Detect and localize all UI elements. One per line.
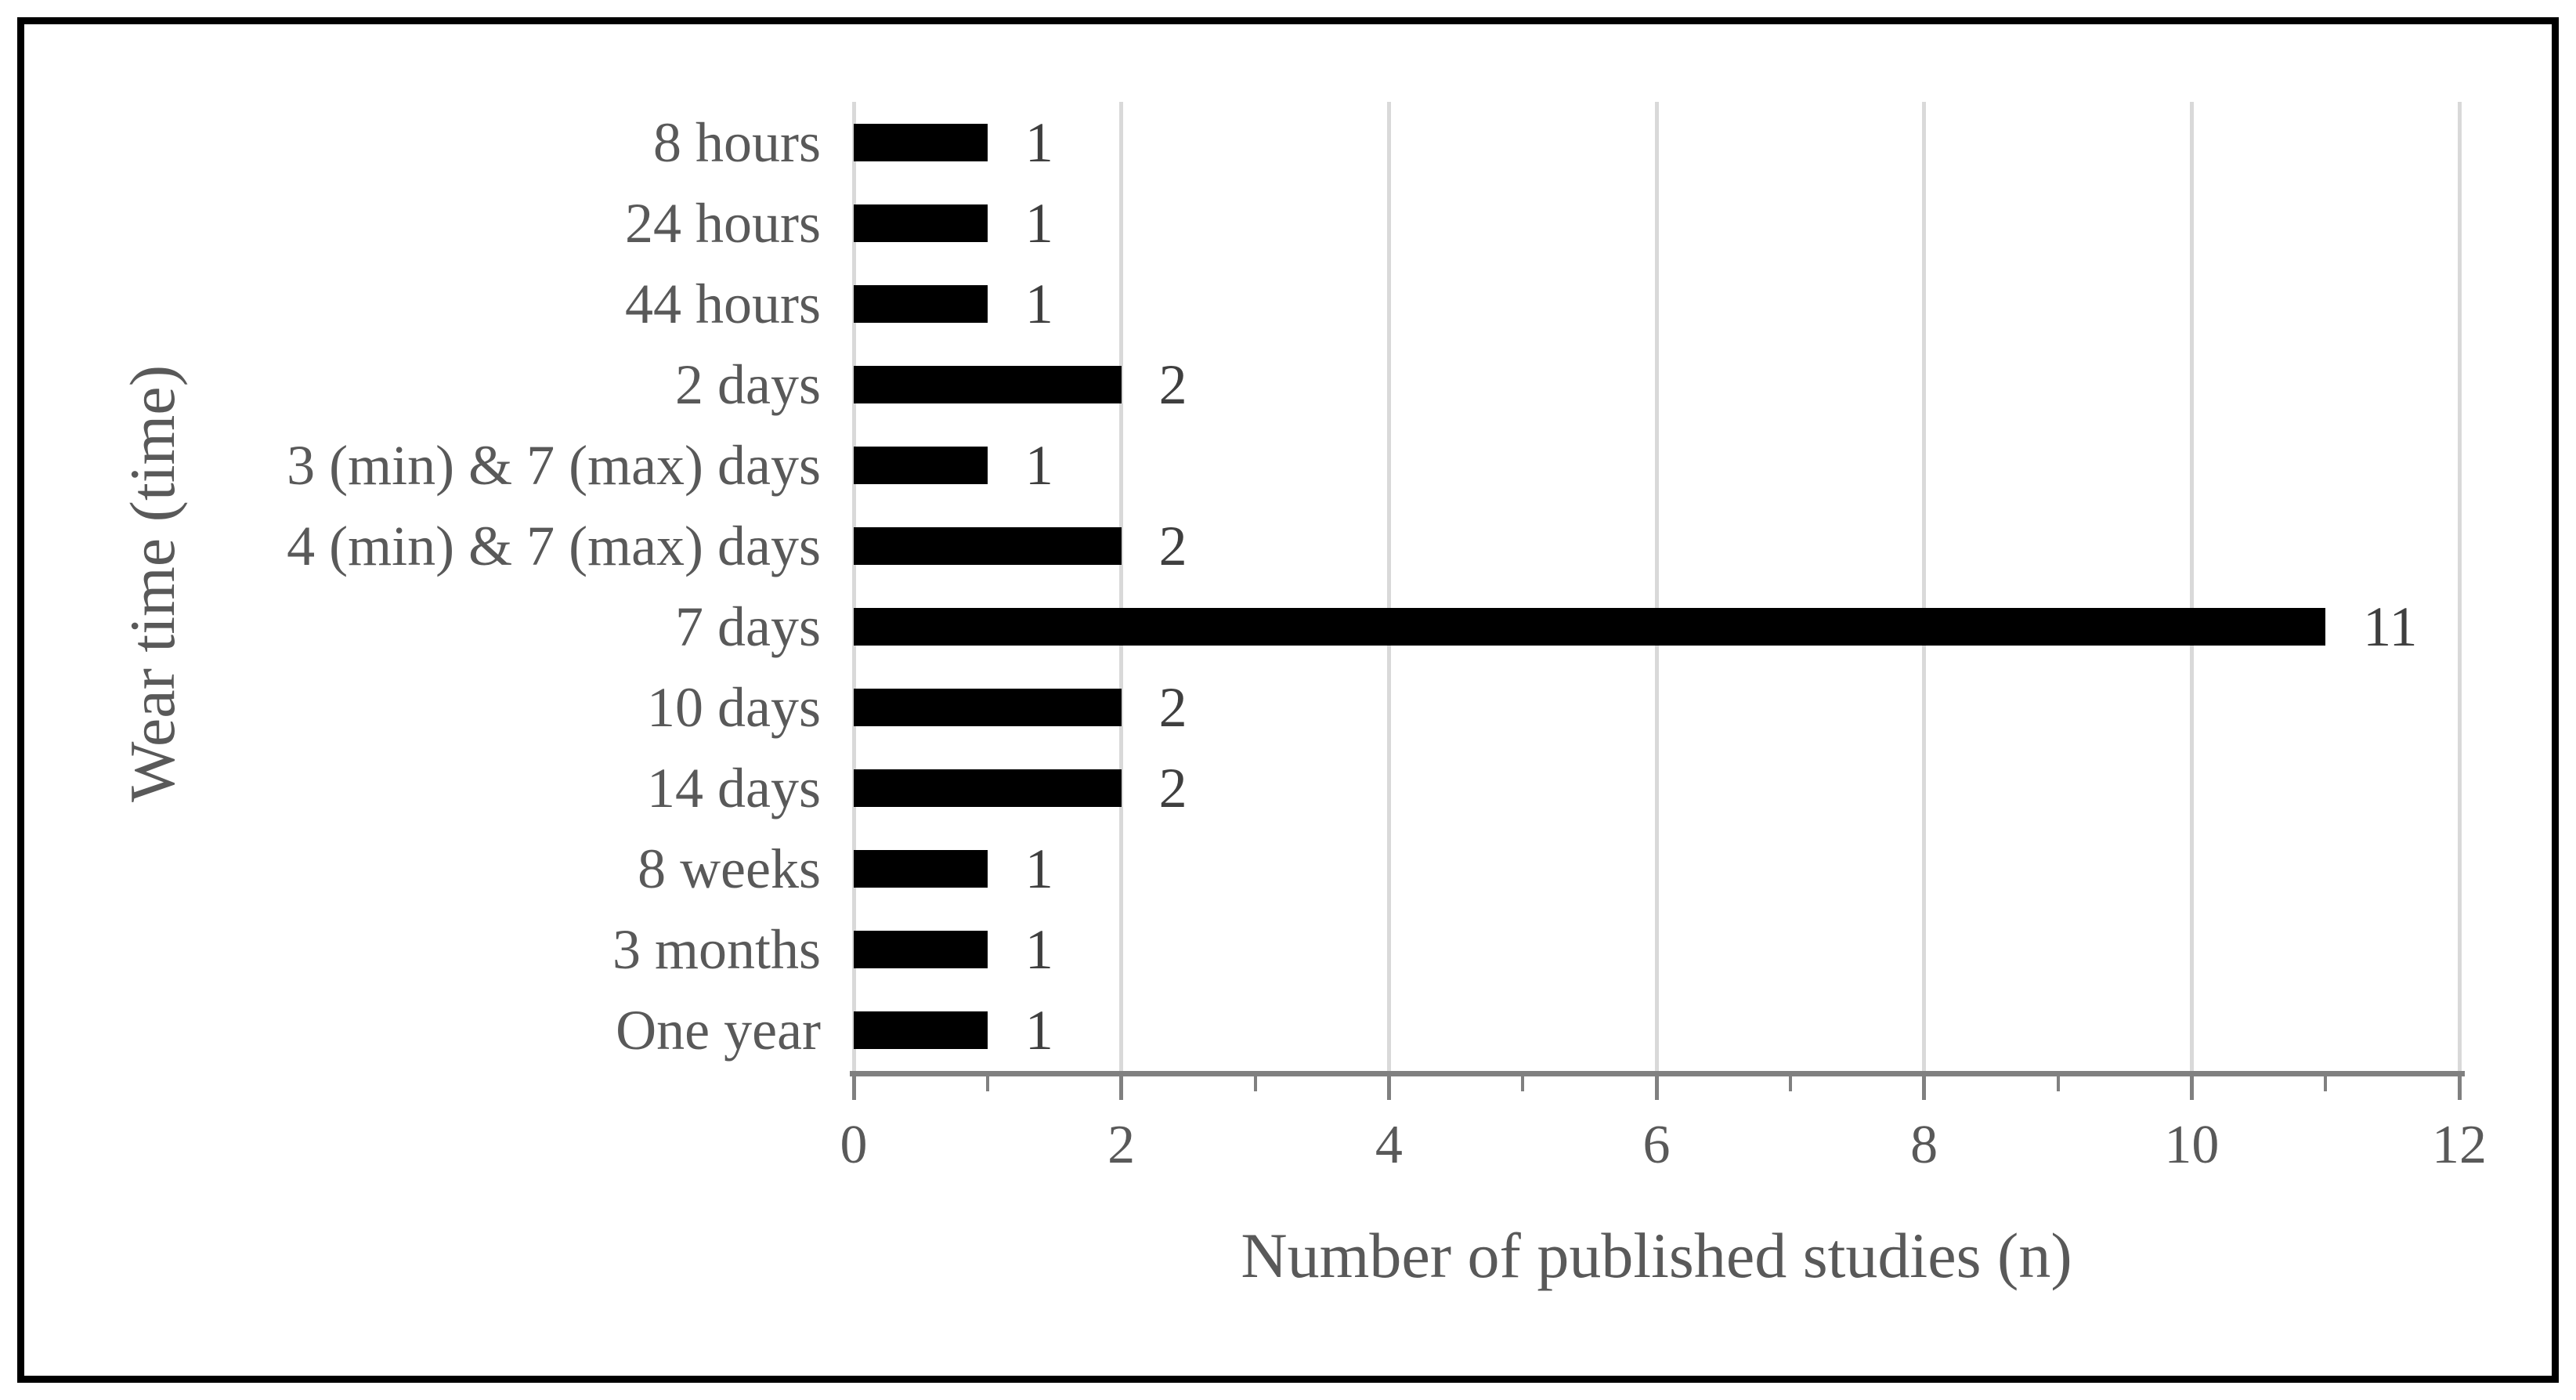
value-label: 2 xyxy=(1158,353,1187,416)
gridline-x8 xyxy=(1922,102,1927,1071)
bar xyxy=(854,284,988,323)
category-label: 8 hours xyxy=(653,110,821,174)
category-label: 2 days xyxy=(675,353,821,416)
bar xyxy=(854,446,988,484)
gridline-x12 xyxy=(2457,102,2462,1071)
x-tick-label: 8 xyxy=(1910,1115,1938,1175)
gridline-x0 xyxy=(851,102,856,1071)
x-tick-label: 2 xyxy=(1107,1115,1136,1175)
value-label: 11 xyxy=(2363,595,2418,659)
major-tick-x4 xyxy=(1386,1076,1391,1100)
gridline-x4 xyxy=(1386,102,1391,1071)
minor-tick-x5 xyxy=(1521,1076,1525,1091)
value-label: 2 xyxy=(1158,514,1187,577)
x-tick-label: 10 xyxy=(2164,1115,2220,1175)
major-tick-x12 xyxy=(2457,1076,2462,1100)
category-label: 44 hours xyxy=(625,272,821,335)
category-label: 10 days xyxy=(647,676,821,740)
plot-area: 1 1 1 2 1 2 11 2 2 1 1 1 xyxy=(851,102,2462,1071)
bar xyxy=(854,526,1122,565)
value-label: 1 xyxy=(1024,191,1053,255)
value-label: 2 xyxy=(1158,757,1187,820)
bar xyxy=(854,608,2326,646)
category-label: 3 (min) & 7 (max) days xyxy=(287,433,821,497)
bar xyxy=(854,1011,988,1050)
category-label: One year xyxy=(616,999,821,1062)
major-tick-x0 xyxy=(851,1076,856,1100)
category-label: 4 (min) & 7 (max) days xyxy=(287,514,821,577)
category-label: 14 days xyxy=(647,757,821,820)
bar xyxy=(854,769,1122,808)
gridline-x2 xyxy=(1119,102,1124,1071)
minor-tick-x3 xyxy=(1253,1076,1257,1091)
major-tick-x2 xyxy=(1119,1076,1124,1100)
x-tick-label: 12 xyxy=(2432,1115,2487,1175)
major-tick-x8 xyxy=(1922,1076,1927,1100)
value-label: 1 xyxy=(1024,110,1053,174)
minor-tick-x11 xyxy=(2324,1076,2328,1091)
bar xyxy=(854,931,988,969)
value-label: 1 xyxy=(1024,272,1053,335)
bar xyxy=(854,123,988,161)
minor-tick-x7 xyxy=(1788,1076,1792,1091)
value-label: 2 xyxy=(1158,676,1187,740)
value-label: 1 xyxy=(1024,918,1053,982)
bar xyxy=(854,365,1122,403)
bar xyxy=(854,689,1122,727)
gridline-x10 xyxy=(2189,102,2194,1071)
bar xyxy=(854,204,988,242)
category-label: 7 days xyxy=(675,595,821,659)
x-tick-label: 4 xyxy=(1375,1115,1403,1175)
gridline-x6 xyxy=(1654,102,1659,1071)
major-tick-x10 xyxy=(2189,1076,2194,1100)
category-label: 8 weeks xyxy=(638,837,821,901)
value-label: 1 xyxy=(1024,433,1053,497)
value-label: 1 xyxy=(1024,999,1053,1062)
major-tick-x6 xyxy=(1654,1076,1659,1100)
bar xyxy=(854,850,988,888)
x-tick-label: 0 xyxy=(840,1115,868,1175)
value-label: 1 xyxy=(1024,837,1053,901)
category-label: 24 hours xyxy=(625,191,821,255)
x-axis-title: Number of published studies (n) xyxy=(1241,1220,2072,1291)
category-label: 3 months xyxy=(612,918,821,982)
y-axis-title: Wear time (time) xyxy=(117,364,188,803)
x-tick-label: 6 xyxy=(1642,1115,1671,1175)
x-axis-line xyxy=(850,1071,2465,1076)
minor-tick-x9 xyxy=(2056,1076,2060,1091)
minor-tick-x1 xyxy=(985,1076,989,1091)
